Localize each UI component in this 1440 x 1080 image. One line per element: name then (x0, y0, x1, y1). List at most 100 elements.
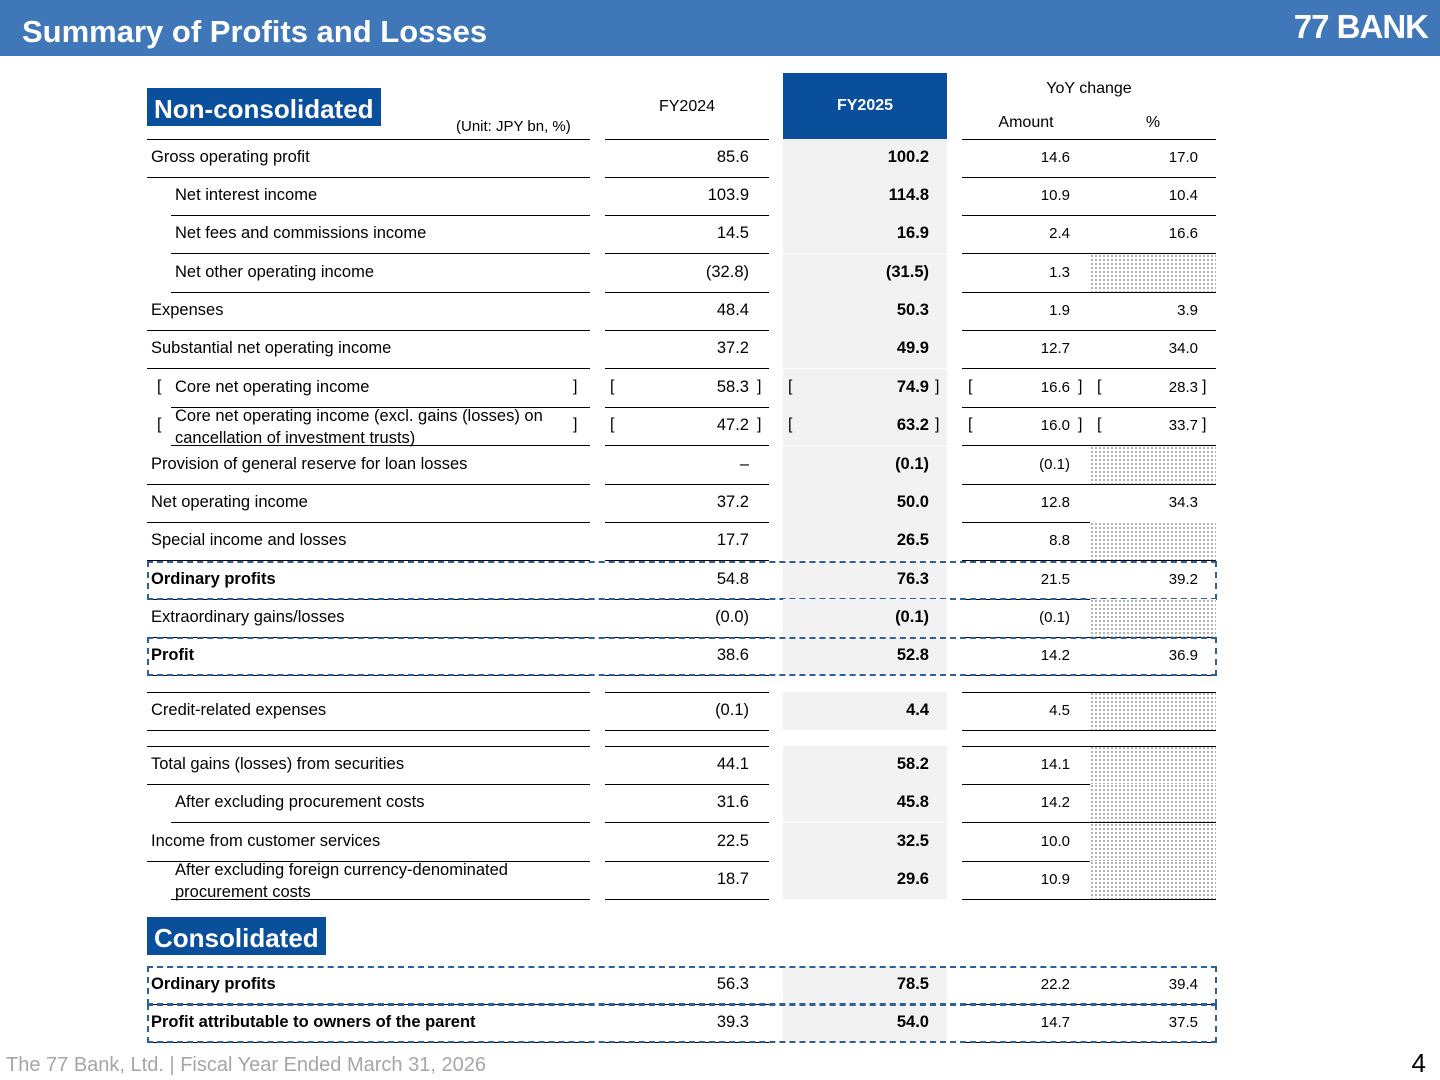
fy2025-value: 52.8 (896, 646, 929, 664)
highlight-box (147, 561, 1217, 600)
fy2025-cell: (31.5) (783, 254, 947, 292)
yoy-amount: 14.6 (1040, 149, 1070, 166)
divider (605, 822, 769, 823)
yoy-amount: 16.0 (1040, 417, 1070, 434)
bracket-mark: [ (157, 416, 162, 433)
fy2025-value: 45.8 (896, 793, 929, 811)
non-consolidated-tag: Non-consolidated (147, 88, 381, 126)
hatched-cell (1090, 254, 1216, 292)
yoy-amount: 10.9 (1040, 187, 1070, 204)
fy2024-value: 39.3 (716, 1013, 749, 1031)
yoy-amount: 10.9 (1040, 871, 1070, 888)
row-label: Gross operating profit (151, 148, 310, 166)
divider (605, 445, 769, 446)
bracket-mark: ] (1202, 416, 1207, 433)
table-row: 26.5 Special income and losses 17.7 8.8 (0, 522, 1440, 561)
table-row: 52.8 Profit 38.6 14.2 36.9 (0, 637, 1440, 676)
divider (171, 215, 590, 216)
yoy-pct: 28.3 (1168, 379, 1198, 396)
fy2024-value: 54.8 (716, 570, 749, 588)
row-label: Substantial net operating income (151, 339, 392, 357)
row-label: Expenses (151, 301, 224, 319)
bracket-mark: [ (157, 378, 162, 395)
divider (171, 407, 590, 408)
fy2025-cell: 29.6 (783, 861, 947, 899)
divider (962, 822, 1216, 823)
yoy-pct: 37.5 (1168, 1014, 1198, 1031)
divider (171, 822, 590, 823)
divider (962, 484, 1216, 485)
hatched-cell (1090, 823, 1216, 861)
fy2025-cell: 74.9 (783, 369, 947, 407)
fy2025-value: 29.6 (896, 870, 929, 888)
yoy-amount: 4.5 (1049, 702, 1070, 719)
divider (147, 139, 590, 140)
highlight-box (147, 1004, 1217, 1043)
yoy-amount: 14.1 (1040, 756, 1070, 773)
yoy-pct: 16.6 (1168, 225, 1198, 242)
bracket-mark: ] (1078, 416, 1083, 433)
yoy-pct: 34.3 (1168, 494, 1198, 511)
fy2025-cell: 52.8 (783, 637, 947, 675)
yoy-amount: 1.3 (1049, 264, 1070, 281)
fy2025-cell: 50.3 (783, 292, 947, 330)
fy2025-cell: 63.2 (783, 407, 947, 445)
table-row: 32.5 Income from customer services 22.5 10.… (0, 823, 1440, 862)
header-bar (0, 0, 1440, 56)
fy2025-cell: 49.9 (783, 330, 947, 368)
hatched-cell (1090, 746, 1216, 784)
divider (147, 368, 590, 369)
divider (147, 784, 590, 785)
bracket-mark: [ (968, 378, 973, 395)
col-header-fy2025: FY2025 (783, 73, 947, 139)
bracket-mark: [ (1097, 416, 1102, 433)
divider (147, 522, 590, 523)
fy2025-cell: 114.8 (783, 177, 947, 215)
fy2025-value: (0.1) (895, 455, 929, 473)
fy2025-cell: (0.1) (783, 599, 947, 637)
yoy-amount: (0.1) (1039, 456, 1070, 473)
table-row: 4.4 Credit-related expenses (0.1) 4.5 (0, 692, 1440, 731)
fy2024-value: (0.1) (715, 701, 749, 719)
consolidated-tag: Consolidated (147, 917, 326, 955)
yoy-amount: 16.6 (1040, 379, 1070, 396)
divider (962, 139, 1216, 140)
fy2025-value: 16.9 (896, 224, 929, 242)
yoy-amount: 8.8 (1049, 532, 1070, 549)
yoy-pct: 10.4 (1168, 187, 1198, 204)
yoy-amount: 1.9 (1049, 302, 1070, 319)
yoy-amount: 14.2 (1040, 647, 1070, 664)
highlight-box (147, 966, 1217, 1005)
fy2024-value: 37.2 (716, 493, 749, 511)
divider (605, 899, 769, 900)
fy2024-value: 22.5 (716, 832, 749, 850)
fy2025-cell: 16.9 (783, 215, 947, 253)
bracket-mark: [ (788, 378, 793, 395)
bracket-mark: [ (788, 416, 793, 433)
fy2025-value: 78.5 (896, 975, 929, 993)
bracket-mark: ] (1202, 378, 1207, 395)
divider (147, 484, 590, 485)
bracket-mark: ] (1078, 378, 1083, 395)
fy2024-value: 85.6 (716, 148, 749, 166)
row-label: After excluding procurement costs (175, 793, 425, 811)
table-row: 45.8 After excluding procurement costs 31.… (0, 784, 1440, 823)
divider (605, 692, 769, 693)
row-label: Ordinary profits (151, 975, 276, 993)
page-title: Summary of Profits and Losses (22, 14, 488, 49)
row-label: Net other operating income (175, 263, 375, 281)
divider (171, 445, 590, 446)
divider (147, 746, 590, 747)
row-label: Ordinary profits (151, 570, 276, 588)
row-label: Provision of general reserve for loan lo… (151, 455, 468, 473)
row-label: Core net operating income (175, 378, 370, 396)
row-label: Credit-related expenses (151, 701, 327, 719)
divider (605, 784, 769, 785)
fy2025-value: 49.9 (896, 339, 929, 357)
bracket-mark: [ (610, 378, 615, 395)
fy2025-value: 32.5 (896, 832, 929, 850)
yoy-pct: 34.0 (1168, 340, 1198, 357)
yoy-amount: 14.7 (1040, 1014, 1070, 1031)
row-label: Profit (151, 646, 195, 664)
table-row: 76.3 Ordinary profits 54.8 21.5 39.2 (0, 561, 1440, 600)
